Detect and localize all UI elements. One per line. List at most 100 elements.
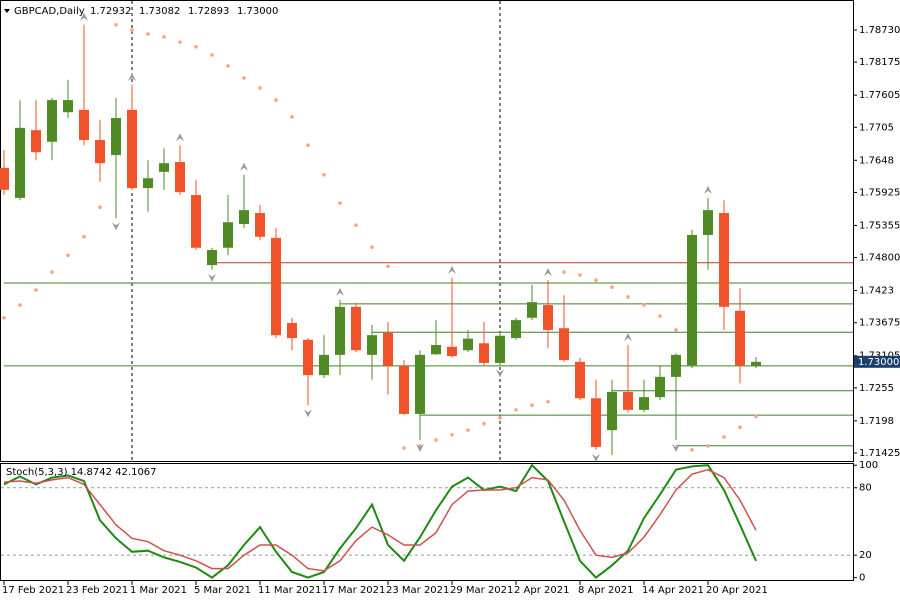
sar-dot [242, 76, 246, 80]
sar-dot [306, 143, 310, 148]
plot [0, 12, 857, 585]
candle-body [607, 391, 617, 431]
candle-body [399, 365, 409, 414]
ohlc-low: 1.72893 [188, 6, 229, 17]
sar-dot [754, 414, 758, 419]
sar-dot [274, 98, 278, 102]
y-tick-label: 1.75925 [859, 187, 900, 198]
candle-body [719, 212, 729, 307]
candle-body [463, 338, 473, 351]
sar-dot [482, 421, 486, 426]
candle-body [127, 109, 137, 189]
y-tick-label: 1.7705 [859, 122, 894, 133]
candle-body [671, 354, 681, 377]
fractal-down [112, 222, 120, 231]
y-tick-label: 1.74800 [859, 253, 900, 264]
y-tick-label: 1.78175 [859, 57, 900, 68]
y-tick-label: 1.71425 [859, 448, 900, 459]
y-tick-label: 1.78730 [859, 25, 900, 36]
sar-dot [354, 223, 358, 227]
candle-body [511, 320, 521, 339]
candle-body [655, 376, 665, 398]
sar-dot [610, 285, 614, 289]
fractal-up [336, 287, 344, 296]
candle-body [143, 178, 153, 189]
stoch-line [3, 463, 757, 579]
x-tick-label: 5 Mar 2021 [194, 585, 251, 596]
sar-dot [722, 435, 726, 439]
sar-dot [578, 273, 582, 277]
candle-body [159, 163, 169, 172]
candle-body [303, 339, 313, 376]
fractal-up [704, 185, 712, 194]
sar-dot [706, 443, 710, 448]
candle-body [623, 391, 633, 410]
candle-body [479, 343, 489, 363]
stoch-tick-label: 20 [859, 550, 872, 561]
sar-dot [338, 201, 342, 205]
sar-dot [210, 53, 214, 57]
x-tick-label: 17 Feb 2021 [2, 585, 64, 596]
sar-dot [370, 245, 374, 249]
sar-dot [626, 295, 630, 299]
candle-body [415, 354, 425, 414]
candle-body [335, 306, 345, 355]
sar-dot [434, 438, 438, 442]
candle-body [287, 323, 297, 339]
fractal-down [208, 273, 216, 282]
candle-body [255, 212, 265, 237]
candle-body [0, 167, 9, 190]
fractal-up [128, 73, 136, 82]
candle-body [687, 234, 697, 366]
ohlc-high: 1.73082 [139, 6, 180, 17]
sar-dot [450, 432, 454, 437]
candle-body [591, 398, 601, 447]
sar-dot [658, 314, 662, 318]
candle-body [31, 130, 41, 153]
candle-body [703, 210, 713, 235]
sar-dot [690, 448, 694, 452]
sar-dot [738, 425, 742, 430]
candle-body [527, 302, 537, 318]
candle-body [319, 354, 329, 376]
sar-dot [2, 315, 6, 320]
sar-dot [114, 22, 118, 27]
sar-dot [642, 303, 646, 307]
sar-dot [402, 446, 406, 450]
y-tick-label: 1.77605 [859, 90, 900, 101]
ohlc-close: 1.73000 [237, 6, 278, 17]
candle-body [175, 162, 185, 193]
sar-dot [162, 35, 166, 39]
candle-body [351, 306, 361, 351]
chart-title: GBPCAD,Daily [14, 6, 85, 17]
candle-body [191, 195, 201, 248]
x-tick-label: 23 Feb 2021 [66, 585, 128, 596]
candle-body [207, 250, 217, 266]
sar-dot [130, 28, 134, 32]
candle-body [223, 222, 233, 248]
x-tick-label: 8 Apr 2021 [578, 585, 633, 596]
fractal-up [544, 268, 552, 277]
x-tick-label: 20 Apr 2021 [706, 585, 768, 596]
candle-body [751, 361, 761, 366]
candle-body [271, 237, 281, 336]
sar-dot [82, 234, 86, 239]
stoch-title: Stoch(5,3,3) 14.8742 42.1067 [6, 467, 157, 478]
x-tick-label: 11 Mar 2021 [258, 585, 321, 596]
sar-dot [98, 205, 102, 209]
candle-body [495, 335, 505, 363]
x-tick-label: 23 Mar 2021 [386, 585, 449, 596]
candle-body [95, 140, 105, 164]
fractal-up [624, 333, 632, 342]
candle-body [575, 361, 585, 399]
fractal-down [304, 409, 312, 418]
fractal-down [496, 369, 504, 378]
sar-dot [258, 86, 262, 90]
sar-dot [466, 428, 470, 432]
candle-body [63, 100, 73, 113]
sar-dot [594, 278, 598, 282]
sar-dot [34, 288, 38, 292]
candle-body [15, 127, 25, 198]
fractal-up [448, 265, 456, 274]
